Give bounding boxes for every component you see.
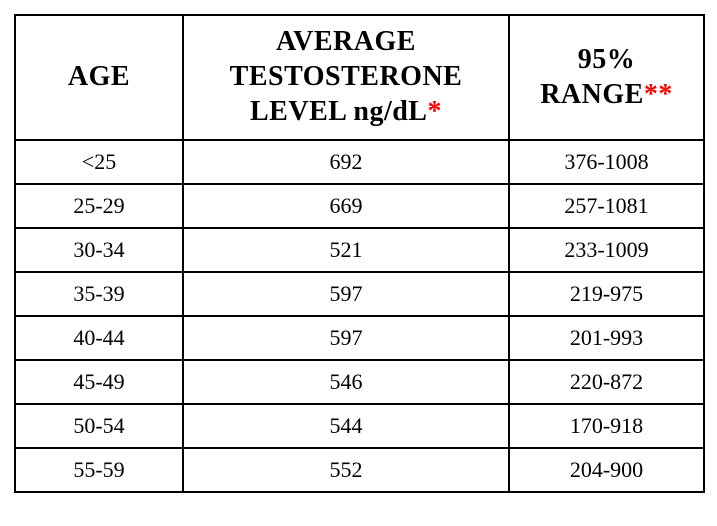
cell-age: 30-34 — [15, 228, 183, 272]
cell-avg: 546 — [183, 360, 509, 404]
table-row: 50-54544170-918 — [15, 404, 704, 448]
cell-avg: 521 — [183, 228, 509, 272]
testosterone-table: AGE AVERAGE TESTOSTERONE LEVEL ng/dL* 95… — [14, 14, 705, 493]
cell-range: 219-975 — [509, 272, 704, 316]
cell-range: 257-1081 — [509, 184, 704, 228]
header-row: AGE AVERAGE TESTOSTERONE LEVEL ng/dL* 95… — [15, 15, 704, 140]
col-header-avg-note: * — [427, 96, 442, 127]
cell-range: 204-900 — [509, 448, 704, 492]
cell-age: 45-49 — [15, 360, 183, 404]
cell-age: 25-29 — [15, 184, 183, 228]
cell-avg: 692 — [183, 140, 509, 184]
col-header-range-note: ** — [644, 79, 673, 110]
cell-avg: 669 — [183, 184, 509, 228]
cell-avg: 597 — [183, 272, 509, 316]
col-header-range-label: 95% RANGE — [540, 44, 644, 110]
col-header-age-label: AGE — [68, 61, 130, 92]
cell-avg: 552 — [183, 448, 509, 492]
table-row: 45-49546220-872 — [15, 360, 704, 404]
table-row: 40-44597201-993 — [15, 316, 704, 360]
table-row: 35-39597219-975 — [15, 272, 704, 316]
col-header-range: 95% RANGE** — [509, 15, 704, 140]
col-header-avg: AVERAGE TESTOSTERONE LEVEL ng/dL* — [183, 15, 509, 140]
cell-age: 50-54 — [15, 404, 183, 448]
cell-age: 55-59 — [15, 448, 183, 492]
cell-range: 233-1009 — [509, 228, 704, 272]
table-row: 25-29669257-1081 — [15, 184, 704, 228]
cell-avg: 544 — [183, 404, 509, 448]
table-row: 55-59552204-900 — [15, 448, 704, 492]
table-body: <25692376-100825-29669257-108130-3452123… — [15, 140, 704, 492]
cell-range: 170-918 — [509, 404, 704, 448]
col-header-age: AGE — [15, 15, 183, 140]
cell-range: 376-1008 — [509, 140, 704, 184]
cell-age: 40-44 — [15, 316, 183, 360]
cell-avg: 597 — [183, 316, 509, 360]
table-row: 30-34521233-1009 — [15, 228, 704, 272]
cell-range: 220-872 — [509, 360, 704, 404]
cell-range: 201-993 — [509, 316, 704, 360]
table-row: <25692376-1008 — [15, 140, 704, 184]
cell-age: <25 — [15, 140, 183, 184]
cell-age: 35-39 — [15, 272, 183, 316]
